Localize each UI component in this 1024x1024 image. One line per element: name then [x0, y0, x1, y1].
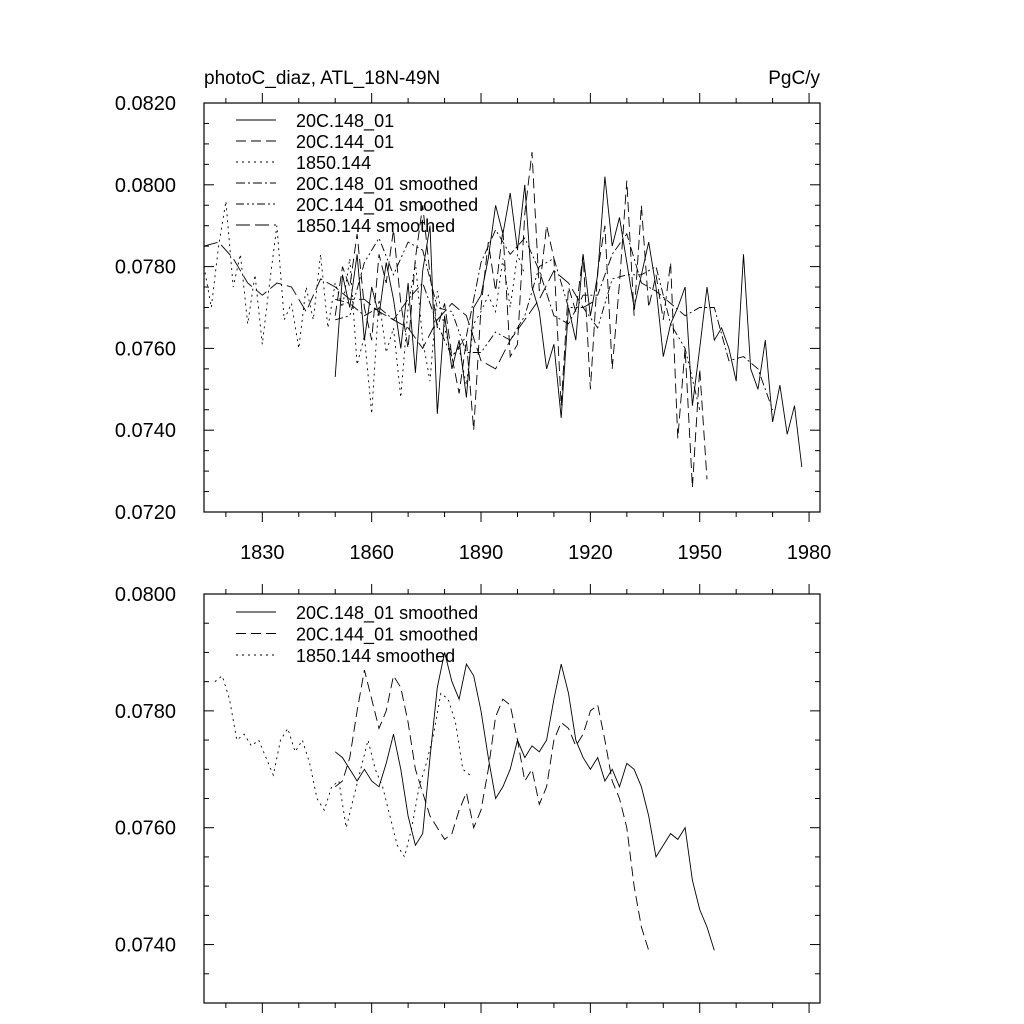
legend-label: 20C.148_01 smoothed: [296, 603, 478, 624]
series-line-20c-148-01: [334, 176, 803, 468]
x-tick-label: 1980: [787, 542, 832, 564]
y-tick-label: 0.0820: [115, 93, 176, 115]
legend-label: 1850.144: [296, 153, 371, 173]
series-line-20c-148-01-smoothed: [334, 652, 715, 951]
top-panel: 1830 1860 1890 1920 1950 1980 0.0720 0.0740 0.07…: [115, 93, 831, 564]
legend-label: 20C.148_01 smoothed: [296, 174, 478, 195]
series-group: [214, 652, 715, 951]
series-group: [204, 152, 803, 488]
legend-label: 20C.148_01: [296, 111, 394, 132]
series-line-20c-144-01-smoothed: [334, 669, 650, 951]
legend-label: 20C.144_01: [296, 132, 394, 153]
y-tick-label: 0.0800: [115, 584, 176, 606]
top-title-right: PgC/y: [768, 68, 820, 89]
bottom-panel: 0.0740 0.0760 0.0780 0.0800 20C.148_01 smoot…: [115, 584, 821, 1013]
y-tick-label: 0.0760: [115, 818, 176, 840]
y-tick-label: 0.0780: [115, 701, 176, 723]
x-tick-label: 1920: [568, 542, 613, 564]
series-line-1850-144-smoothed: [214, 675, 471, 859]
legend-label: 1850.144 smoothed: [296, 646, 455, 666]
y-tick-label: 0.0760: [115, 338, 176, 360]
series-line-20c-148-01-smoothed: [335, 228, 774, 410]
x-tick-label: 1950: [677, 542, 722, 564]
legend-label: 20C.144_01 smoothed: [296, 625, 478, 646]
legend-label: 20C.144_01 smoothed: [296, 195, 478, 216]
x-tick-label: 1890: [459, 542, 504, 564]
x-tick-label: 1860: [349, 542, 394, 564]
y-tick-label: 0.0740: [115, 935, 176, 957]
y-tick-label: 0.0720: [115, 502, 176, 524]
y-tick-label: 0.0780: [115, 257, 176, 279]
series-line-1850-144-smoothed: [204, 241, 598, 370]
y-tick-label: 0.0800: [115, 175, 176, 197]
x-tick-label: 1830: [240, 542, 285, 564]
top-title-left: photoC_diaz, ATL_18N-49N: [204, 68, 440, 89]
y-tick-label: 0.0740: [115, 420, 176, 442]
legend-label: 1850.144 smoothed: [296, 216, 455, 236]
series-line-20c-144-01-smoothed: [335, 236, 701, 410]
